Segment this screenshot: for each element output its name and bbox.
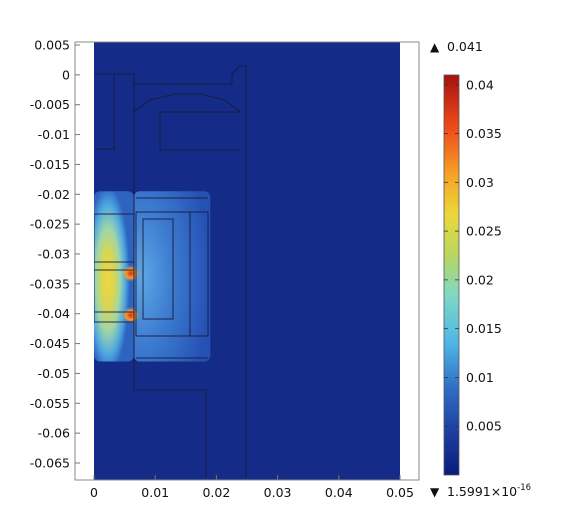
outline-coil bbox=[135, 211, 209, 337]
y-tick-label: -0.05 bbox=[38, 366, 70, 381]
outline-cap-inner bbox=[159, 112, 240, 151]
colorbar-tick-label: 0.02 bbox=[466, 272, 494, 287]
field-layer bbox=[94, 42, 400, 480]
y-tick-label: -0.025 bbox=[30, 217, 70, 232]
colorbar-scale bbox=[443, 74, 460, 476]
geometry-outlines bbox=[94, 65, 247, 478]
x-tick-label: 0 bbox=[90, 485, 98, 500]
colorbar-tick-label: 0.01 bbox=[466, 370, 494, 385]
outline-dome bbox=[133, 93, 241, 113]
colorbar-tick-label: 0.035 bbox=[466, 126, 502, 141]
y-tick-label: -0.01 bbox=[38, 127, 70, 142]
colorbar: 0.005 0.01 0.015 0.02 0.025 0.03 0.035 0.04 ▲ 0… bbox=[430, 39, 531, 499]
outline-coil-inner bbox=[142, 218, 174, 320]
y-tick-label: -0.065 bbox=[30, 456, 70, 471]
y-tick-label: -0.035 bbox=[30, 276, 70, 291]
colorbar-max-label: 0.041 bbox=[447, 39, 483, 54]
plot-frame bbox=[74, 41, 420, 481]
colorbar-tick-label: 0.03 bbox=[466, 175, 494, 190]
y-tick-label: -0.04 bbox=[38, 306, 70, 321]
x-tick-label: 0.03 bbox=[264, 485, 292, 500]
colorbar-tick-label: 0.04 bbox=[466, 77, 494, 92]
y-axis: 0.005 0 -0.005 -0.01 -0.015 -0.02 -0.025 -0.03 -… bbox=[30, 38, 80, 471]
hot-spot-upper bbox=[122, 265, 140, 282]
y-tick-label: -0.055 bbox=[30, 396, 70, 411]
y-tick-label: -0.03 bbox=[38, 247, 70, 262]
colorbar-tick-label: 0.025 bbox=[466, 224, 502, 239]
outline-left-block bbox=[94, 213, 135, 323]
y-tick-label: -0.06 bbox=[38, 426, 70, 441]
colorbar-min-label: 1.5991×10-16 bbox=[447, 483, 531, 499]
y-tick-label: -0.005 bbox=[30, 97, 70, 112]
colorbar-min-marker: ▼ bbox=[430, 485, 440, 499]
x-axis: 0 0.01 0.02 0.03 0.04 0.05 bbox=[90, 475, 414, 500]
y-tick-label: -0.045 bbox=[30, 336, 70, 351]
outline-inner-left bbox=[94, 74, 115, 150]
outline-outer-body bbox=[94, 65, 247, 478]
y-tick-label: -0.02 bbox=[38, 187, 70, 202]
x-tick-label: 0.01 bbox=[141, 485, 169, 500]
y-tick-label: 0 bbox=[62, 67, 70, 82]
colorbar-min-exponent: -16 bbox=[517, 483, 531, 493]
colorbar-tick-label: 0.015 bbox=[466, 321, 502, 336]
x-tick-label: 0.02 bbox=[202, 485, 230, 500]
hot-spot-lower bbox=[122, 307, 140, 324]
y-tick-label: 0.005 bbox=[34, 38, 70, 53]
x-tick-label: 0.04 bbox=[325, 485, 353, 500]
x-tick-label: 0.05 bbox=[386, 485, 414, 500]
colorbar-min-base: 1.5991×10 bbox=[447, 484, 517, 499]
y-tick-label: -0.015 bbox=[30, 157, 70, 172]
colorbar-tick-label: 0.005 bbox=[466, 419, 502, 434]
colorbar-max-marker: ▲ bbox=[430, 40, 440, 54]
